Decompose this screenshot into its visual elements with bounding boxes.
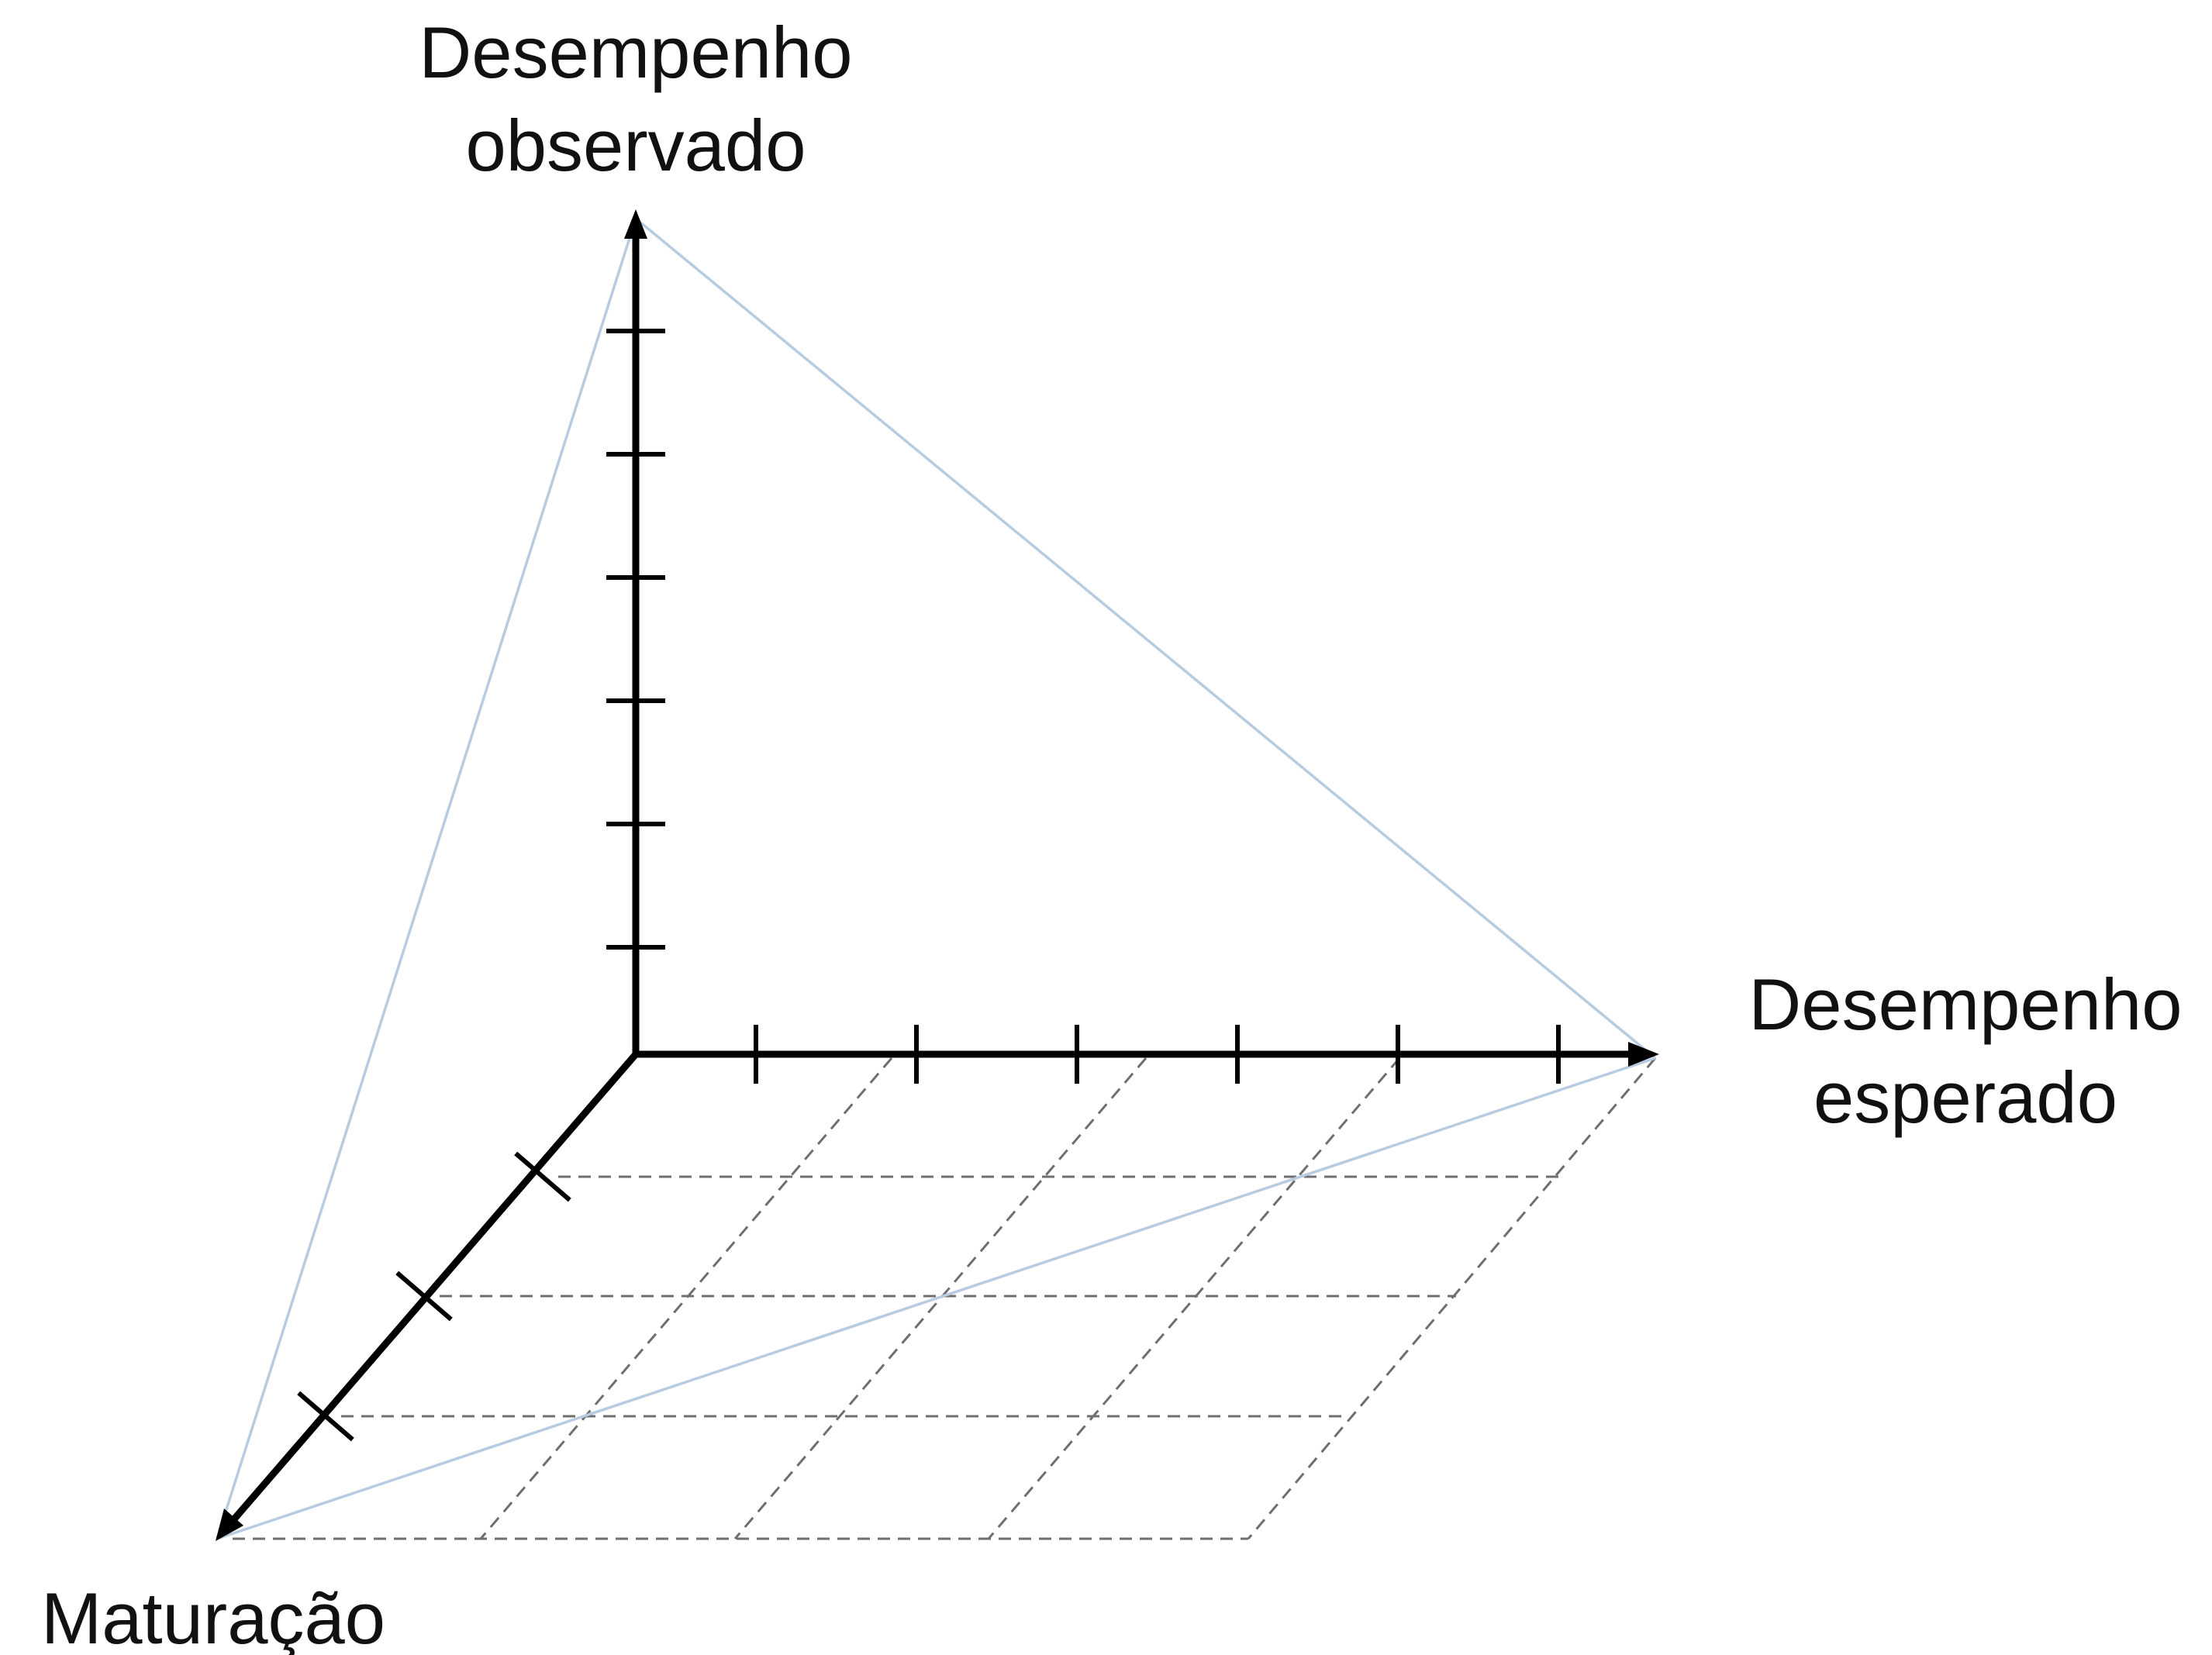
axes bbox=[216, 209, 1659, 1541]
grid-column-line bbox=[733, 1057, 1147, 1539]
guide-line-top-to-left bbox=[216, 218, 637, 1539]
vertical-axis-label: Desempenho observado bbox=[419, 12, 852, 186]
vertical-axis-label-line-2: observado bbox=[466, 105, 806, 186]
horizontal-axis-label: Desempenho esperado bbox=[1748, 964, 2182, 1138]
grid-column-line bbox=[479, 1057, 893, 1539]
depth-axis-line bbox=[229, 1050, 640, 1525]
depth-axis-label-line-1: Maturação bbox=[41, 1577, 385, 1655]
horizontal-axis-arrowhead bbox=[1628, 1042, 1659, 1067]
grid-column-line bbox=[1247, 1057, 1657, 1539]
guide-triangle bbox=[216, 217, 1657, 1540]
guide-line-left-to-right bbox=[216, 1057, 1656, 1540]
horizontal-axis-label-line-1: Desempenho bbox=[1748, 964, 2182, 1045]
floor-grid bbox=[233, 1057, 1657, 1540]
vertical-axis-label-line-1: Desempenho bbox=[419, 12, 852, 93]
depth-axis-tick bbox=[297, 1391, 354, 1442]
horizontal-axis-label-line-2: esperado bbox=[1813, 1057, 2117, 1138]
depth-axis-label: Maturação bbox=[41, 1577, 385, 1655]
depth-axis-arrowhead bbox=[216, 1508, 243, 1541]
depth-axis-tick bbox=[514, 1151, 571, 1202]
guide-line-top-to-right bbox=[634, 217, 1657, 1060]
grid-column-line bbox=[987, 1057, 1401, 1539]
vertical-axis-arrowhead bbox=[624, 209, 647, 239]
depth-axis-tick bbox=[395, 1271, 453, 1322]
axis-ticks bbox=[297, 329, 1561, 1442]
